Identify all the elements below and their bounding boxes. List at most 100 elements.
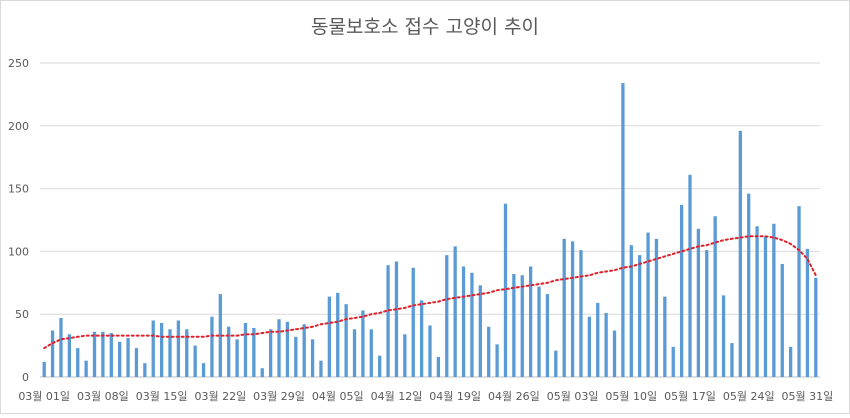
bar: [67, 334, 72, 377]
x-tick-label: 05월 17일: [664, 389, 716, 403]
bar: [344, 304, 348, 377]
bar: [394, 261, 399, 377]
bar: [663, 296, 667, 377]
bar: [696, 228, 701, 377]
bar: [101, 331, 105, 377]
y-tick-label: 250: [8, 57, 29, 70]
bar: [159, 322, 164, 377]
bar: [185, 329, 189, 377]
bar: [176, 320, 181, 377]
bar: [596, 302, 600, 377]
bar: [780, 263, 784, 377]
bar: [570, 241, 575, 377]
x-tick-label: 05월 03일: [547, 389, 599, 403]
bar: [294, 336, 298, 377]
bar: [411, 267, 415, 377]
y-tick-label: 150: [8, 183, 29, 196]
bar: [738, 130, 742, 377]
trendline: [43, 235, 817, 350]
bar: [336, 292, 340, 377]
axis-layer: 0 50 100 150 200 250 03월 01일 03월 08일 03월 15일 03월 …: [8, 57, 833, 403]
bar: [797, 206, 801, 377]
bar: [503, 203, 508, 377]
bar: [193, 345, 197, 377]
bar: [654, 238, 659, 377]
bar: [151, 320, 155, 377]
bar: [327, 296, 332, 377]
bar: [428, 325, 432, 377]
bar: [84, 360, 88, 377]
bar: [554, 350, 558, 377]
bar: [218, 294, 222, 377]
bar: [478, 285, 482, 377]
bar: [671, 346, 675, 377]
bar: [59, 317, 63, 377]
bar: [805, 248, 810, 377]
bar: [227, 326, 231, 377]
y-tick-label: 50: [15, 308, 29, 321]
bar: [92, 331, 97, 377]
bar: [403, 334, 407, 377]
x-tick-label: 05월 24일: [723, 389, 775, 403]
bar: [361, 310, 365, 377]
bar: [495, 344, 499, 377]
bar: [730, 343, 734, 377]
x-tick-label: 04월 26일: [488, 389, 540, 403]
bar: [268, 329, 273, 377]
y-tick-label: 0: [22, 371, 29, 384]
bar: [319, 360, 323, 377]
bar: [713, 216, 717, 377]
bar: [210, 316, 214, 377]
bar: [721, 295, 726, 377]
bar: [436, 356, 441, 377]
bar: [378, 355, 382, 377]
bar: [537, 286, 541, 377]
x-tick-label: 04월 19일: [429, 389, 481, 403]
bar: [386, 265, 390, 377]
bar: [763, 236, 768, 377]
bar: [545, 294, 550, 377]
bar: [109, 333, 113, 377]
bar: [277, 319, 281, 377]
bar: [369, 329, 373, 377]
bar: [688, 174, 692, 377]
x-tick-label: 04월 12일: [371, 389, 423, 403]
bar: [612, 330, 617, 377]
chart-title: 동물보호소 접수 고양이 추이: [311, 16, 539, 38]
bar: [487, 326, 491, 377]
bar: [419, 300, 424, 377]
bar: [629, 245, 633, 377]
y-tick-label: 200: [8, 120, 29, 133]
x-tick-label: 03월 29일: [253, 389, 305, 403]
bar: [118, 341, 122, 377]
bar: [143, 363, 147, 377]
bar: [646, 232, 650, 377]
bar: [302, 324, 306, 377]
x-tick-label: 05월 31일: [782, 389, 834, 403]
bar: [747, 193, 751, 377]
x-tick-label: 04월 05일: [312, 389, 364, 403]
bar: [772, 223, 776, 377]
bar: [604, 312, 608, 377]
y-tick-label: 100: [8, 245, 29, 258]
bar: [260, 368, 264, 377]
bar: [235, 339, 239, 377]
x-tick-label: 05월 10일: [605, 389, 657, 403]
bar: [310, 339, 315, 377]
bar: [126, 338, 130, 377]
bar: [201, 363, 206, 377]
bar: [76, 348, 80, 377]
bar: [252, 328, 256, 377]
bar: [461, 266, 466, 377]
x-tick-label: 03월 15일: [136, 389, 188, 403]
bar: [42, 361, 46, 377]
bar: [50, 330, 55, 377]
x-tick-label: 03월 08일: [77, 389, 129, 403]
bar: [512, 274, 516, 377]
x-tick-label: 03월 01일: [18, 389, 70, 403]
bar: [243, 322, 248, 377]
bar: [587, 316, 592, 377]
bar: [679, 204, 684, 377]
